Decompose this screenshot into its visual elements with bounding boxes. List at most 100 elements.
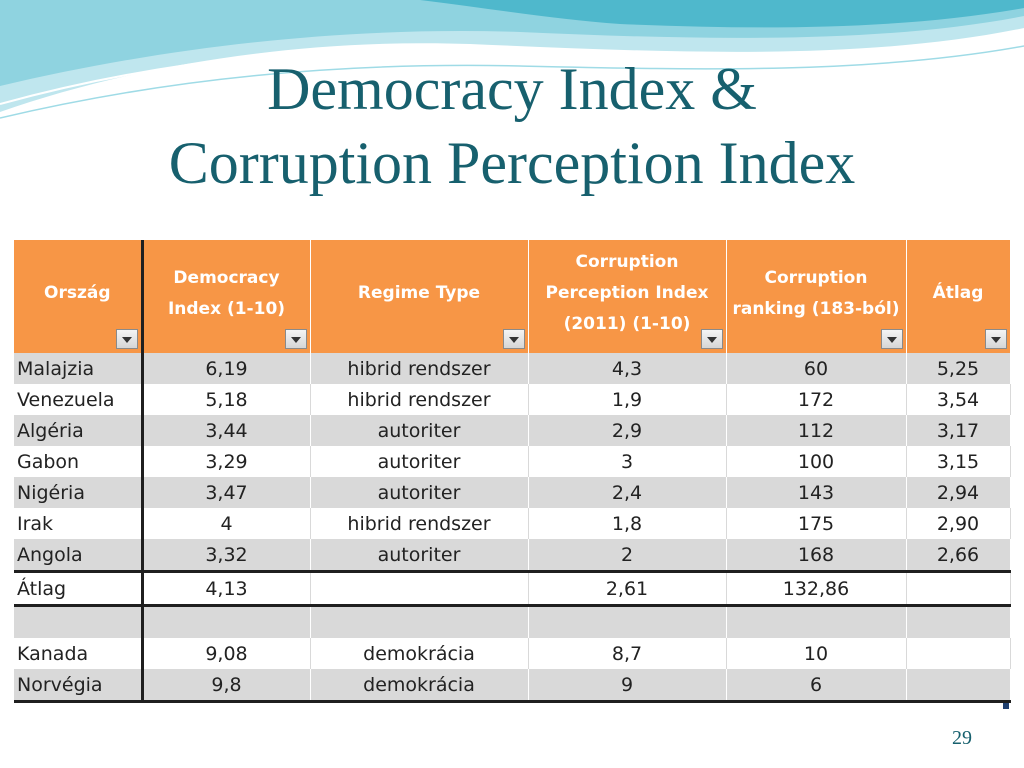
cell-regime-type: demokrácia [310,669,529,703]
cell-average: 2,90 [906,508,1011,539]
cell-country: Venezuela [14,384,144,415]
table-row: Venezuela 5,18 hibrid rendszer 1,9 172 3… [14,384,1011,415]
table-header-row: Ország Democracy Index (1-10) Regime Typ… [14,240,1011,353]
cell-ranking: 60 [726,353,907,384]
cell-regime-type: autoriter [310,446,529,477]
cell-regime-type: demokrácia [310,638,529,669]
table-row: Gabon 3,29 autoriter 3 100 3,15 [14,446,1011,477]
table-empty-row [14,605,1011,638]
cell-cpi: 3 [528,446,727,477]
cell-ranking: 112 [726,415,907,446]
data-table-container: Ország Democracy Index (1-10) Regime Typ… [14,240,1011,710]
cell-average: 3,17 [906,415,1011,446]
column-header-corruption-ranking: Corruption ranking (183-ból) [726,240,907,353]
cell-democracy-index: 3,32 [142,539,311,572]
cell-average: 2,66 [906,539,1011,572]
cell-regime-type: hibrid rendszer [310,353,529,384]
cell-country: Algéria [14,415,144,446]
cell-democracy-index [142,605,311,638]
cell-cpi: 2,61 [528,570,727,607]
cell-cpi: 2,4 [528,477,727,508]
cell-ranking: 175 [726,508,907,539]
cell-cpi: 2,9 [528,415,727,446]
column-header-regime-type: Regime Type [310,240,529,353]
cell-cpi: 1,8 [528,508,727,539]
cell-cpi: 1,9 [528,384,727,415]
table-resize-handle[interactable] [1003,703,1009,709]
slide-title-line-2: Corruption Perception Index [168,130,856,196]
cell-cpi: 4,3 [528,353,727,384]
table-row: Algéria 3,44 autoriter 2,9 112 3,17 [14,415,1011,446]
cell-ranking: 143 [726,477,907,508]
header-swoosh-decoration [0,0,1024,119]
cell-democracy-index: 3,47 [142,477,311,508]
cell-ranking: 6 [726,669,907,703]
cell-democracy-index: 9,8 [142,669,311,703]
cell-average: 2,94 [906,477,1011,508]
slide-title: Democracy Index & Corruption Perception … [0,52,1024,200]
cell-democracy-index: 5,18 [142,384,311,415]
cell-average: 3,54 [906,384,1011,415]
cell-country: Angola [14,539,144,572]
cell-democracy-index: 4 [142,508,311,539]
cell-democracy-index: 4,13 [142,570,311,607]
cell-country: Átlag [14,570,144,607]
cell-country: Kanada [14,638,144,669]
column-header-label: Regime Type [357,283,481,303]
column-header-democracy-index: Democracy Index (1-10) [142,240,311,353]
cell-average [906,570,1011,607]
cell-cpi: 8,7 [528,638,727,669]
cell-cpi [528,605,727,638]
table-row: Kanada 9,08 demokrácia 8,7 10 [14,638,1011,669]
dropdown-arrow-icon[interactable] [700,329,723,349]
column-header-label: Corruption ranking (183-ból) [732,267,900,319]
column-header-label: Ország [44,283,111,303]
table-row: Norvégia 9,8 demokrácia 9 6 [14,669,1011,703]
cell-country: Irak [14,508,144,539]
cell-cpi: 9 [528,669,727,703]
cell-cpi: 2 [528,539,727,572]
table-row: Malajzia 6,19 hibrid rendszer 4,3 60 5,2… [14,353,1011,384]
cell-regime-type [310,570,529,607]
cell-average: 5,25 [906,353,1011,384]
cell-democracy-index: 6,19 [142,353,311,384]
slide-title-line-1: Democracy Index & [267,56,757,122]
cell-ranking: 10 [726,638,907,669]
column-header-label: Átlag [932,283,984,303]
cell-ranking [726,605,907,638]
dropdown-arrow-icon[interactable] [880,329,903,349]
cell-regime-type: autoriter [310,477,529,508]
dropdown-arrow-icon[interactable] [984,329,1007,349]
cell-regime-type: hibrid rendszer [310,384,529,415]
cell-average [906,605,1011,638]
country-index-table: Ország Democracy Index (1-10) Regime Typ… [14,240,1011,703]
column-header-label: Corruption Perception Index (2011) (1-10… [545,252,709,334]
table-row: Angola 3,32 autoriter 2 168 2,66 [14,539,1011,572]
column-header-average: Átlag [906,240,1011,353]
cell-ranking: 172 [726,384,907,415]
column-header-country: Ország [14,240,144,353]
cell-democracy-index: 9,08 [142,638,311,669]
cell-democracy-index: 3,29 [142,446,311,477]
cell-country: Gabon [14,446,144,477]
cell-average: 3,15 [906,446,1011,477]
cell-average [906,669,1011,703]
cell-regime-type: hibrid rendszer [310,508,529,539]
cell-average [906,638,1011,669]
dropdown-arrow-icon[interactable] [115,329,138,349]
table-average-row: Átlag 4,13 2,61 132,86 [14,570,1011,607]
cell-ranking: 168 [726,539,907,572]
cell-country: Malajzia [14,353,144,384]
dropdown-arrow-icon[interactable] [284,329,307,349]
cell-regime-type: autoriter [310,539,529,572]
cell-ranking: 100 [726,446,907,477]
dropdown-arrow-icon[interactable] [502,329,525,349]
cell-country: Norvégia [14,669,144,703]
table-row: Irak 4 hibrid rendszer 1,8 175 2,90 [14,508,1011,539]
cell-regime-type: autoriter [310,415,529,446]
column-header-label: Democracy Index (1-10) [167,267,286,319]
cell-regime-type [310,605,529,638]
table-row: Nigéria 3,47 autoriter 2,4 143 2,94 [14,477,1011,508]
cell-ranking: 132,86 [726,570,907,607]
cell-country [14,605,144,638]
